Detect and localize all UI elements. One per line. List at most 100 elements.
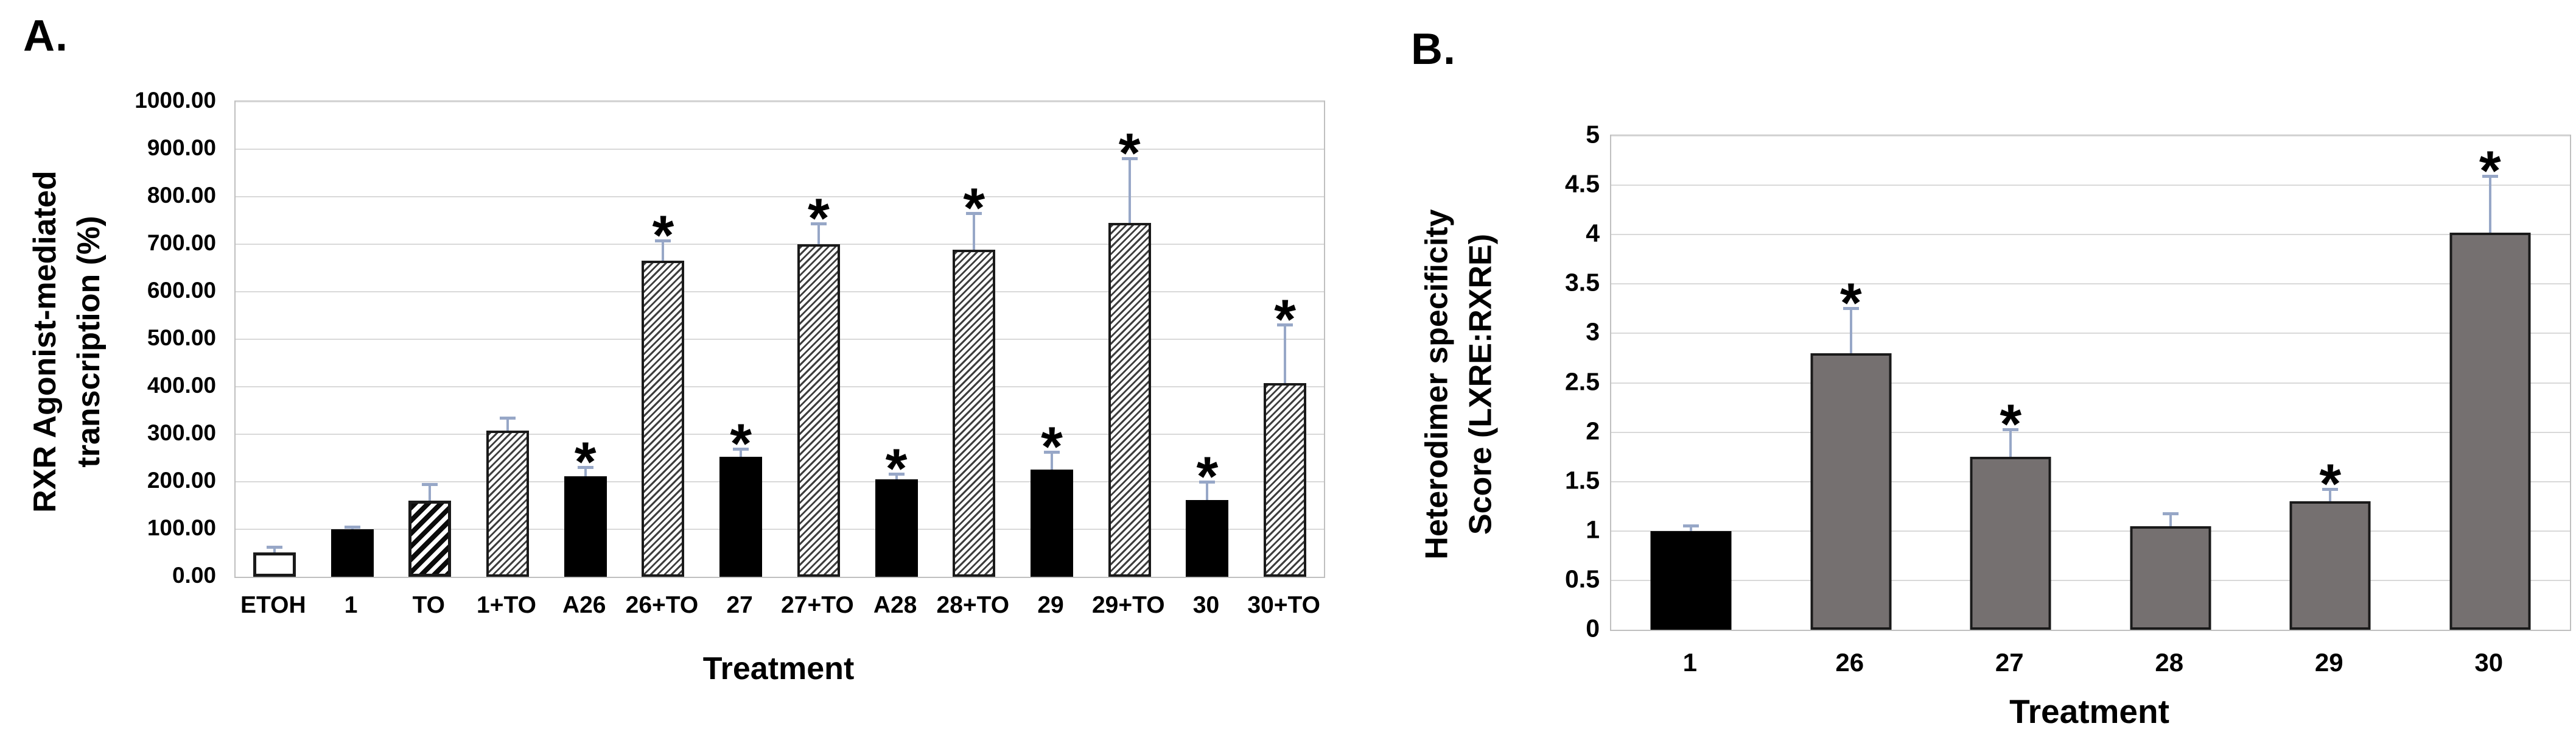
error-bar — [2488, 176, 2491, 233]
gridline — [1611, 333, 2570, 334]
error-bar — [817, 224, 820, 244]
category-label-28: 28 — [2155, 648, 2184, 677]
category-label-29+TO: 29+TO — [1091, 592, 1165, 618]
error-bar-cap — [1043, 450, 1060, 454]
y-tick-label: 600.00 — [147, 278, 216, 303]
category-label-A26: A26 — [562, 592, 606, 618]
gridline — [1611, 234, 2570, 236]
panel-a-x-axis-title: Treatment — [702, 651, 855, 686]
bar-30 — [2449, 232, 2531, 630]
bar-slot: * — [702, 102, 780, 577]
category-label-30: 30 — [2474, 648, 2504, 677]
bar-slot: * — [1931, 136, 2090, 630]
error-bar-cap — [2482, 174, 2498, 178]
significance-asterisk: * — [2479, 139, 2501, 202]
error-bar-cap — [810, 222, 827, 226]
error-bar-cap — [499, 417, 516, 420]
y-tick-label: 1000.00 — [135, 88, 216, 113]
bar-26 — [1810, 353, 1892, 630]
bar-30 — [1186, 499, 1229, 577]
error-bar-cap — [733, 447, 749, 451]
gridline — [236, 386, 1324, 387]
panel-a-label: A. — [23, 12, 68, 60]
error-bar — [506, 418, 509, 431]
category-label-1+TO: 1+TO — [477, 592, 536, 618]
y-tick-label: 100.00 — [147, 515, 216, 540]
bar-28 — [2130, 526, 2211, 630]
y-tick-label: 3.5 — [1565, 268, 1600, 297]
y-tick-label: 2 — [1586, 417, 1600, 445]
bar-1+TO — [486, 430, 529, 577]
error-bar-cap — [1121, 157, 1138, 160]
error-bar-cap — [577, 466, 593, 470]
bar-29 — [1030, 469, 1073, 577]
y-tick-label: 700.00 — [147, 230, 216, 255]
bar-ETOH — [253, 552, 296, 577]
bar-A26 — [564, 476, 607, 577]
gridline — [236, 339, 1324, 340]
y-tick-label: 2.5 — [1565, 367, 1600, 395]
y-tick-label: 800.00 — [147, 183, 216, 208]
bar-slot: * — [625, 102, 702, 577]
error-bar — [2329, 489, 2332, 502]
gridline — [236, 434, 1324, 435]
error-bar-cap — [1277, 323, 1293, 326]
category-label-1: 1 — [344, 592, 358, 618]
bar-27+TO — [797, 244, 840, 577]
gridline — [1611, 431, 2570, 433]
significance-asterisk: * — [2319, 453, 2342, 515]
category-label-28+TO: 28+TO — [936, 592, 1010, 618]
error-bar — [973, 214, 976, 250]
y-tick-label: 200.00 — [147, 468, 216, 493]
panel-b-x-axis-title: Treatment — [2009, 692, 2169, 730]
gridline — [236, 244, 1324, 245]
error-bar — [662, 241, 665, 261]
category-label-A28: A28 — [873, 592, 917, 618]
bar-slot — [469, 102, 547, 577]
gridline — [236, 101, 1324, 102]
gridline — [1611, 135, 2570, 136]
y-tick-label: 4.5 — [1565, 169, 1600, 198]
gridline — [1611, 481, 2570, 482]
gridline — [1611, 185, 2570, 186]
y-tick-label: 1.5 — [1565, 466, 1600, 495]
bar-slot: * — [1013, 102, 1091, 577]
error-bar — [2169, 514, 2172, 526]
error-bar — [584, 468, 587, 476]
error-bar — [1849, 308, 1852, 353]
panel-b-label: B. — [1411, 25, 1456, 74]
gridline — [1611, 530, 2570, 532]
bar-slot: * — [1091, 102, 1169, 577]
bar-TO — [408, 501, 452, 577]
bar-27 — [1970, 457, 2051, 630]
significance-asterisk: * — [2000, 393, 2022, 456]
bar-slot: * — [1771, 136, 1930, 630]
bar-slot: * — [780, 102, 858, 577]
y-axis-title-line: Heterodimer specificity — [1419, 209, 1455, 560]
gridline — [236, 149, 1324, 150]
bar-27 — [719, 457, 763, 577]
category-label-TO: TO — [412, 592, 446, 618]
category-label-ETOH: ETOH — [240, 592, 306, 618]
bar-slot: * — [858, 102, 936, 577]
category-label-1: 1 — [1682, 648, 1697, 677]
error-bar-cap — [655, 239, 671, 242]
gridline — [236, 481, 1324, 482]
y-tick-label: 1 — [1586, 515, 1600, 544]
y-tick-label: 500.00 — [147, 325, 216, 350]
error-bar-cap — [266, 545, 282, 549]
bar-29+TO — [1108, 222, 1151, 577]
bar-slot: * — [2410, 136, 2570, 630]
category-label-27: 27 — [1995, 648, 2024, 677]
bar-A28 — [875, 479, 918, 577]
bar-slot — [313, 102, 391, 577]
y-tick-label: 400.00 — [147, 373, 216, 398]
gridline — [236, 196, 1324, 197]
y-tick-label: 3 — [1586, 317, 1600, 346]
panel-a-y-axis-ticks: 0.00 100.00 200.00 300.00 400.00 500.00 600.00… — [88, 88, 216, 588]
significance-asterisk: * — [1839, 272, 1862, 334]
bar-slot: * — [2250, 136, 2410, 630]
bar-slot — [236, 102, 313, 577]
